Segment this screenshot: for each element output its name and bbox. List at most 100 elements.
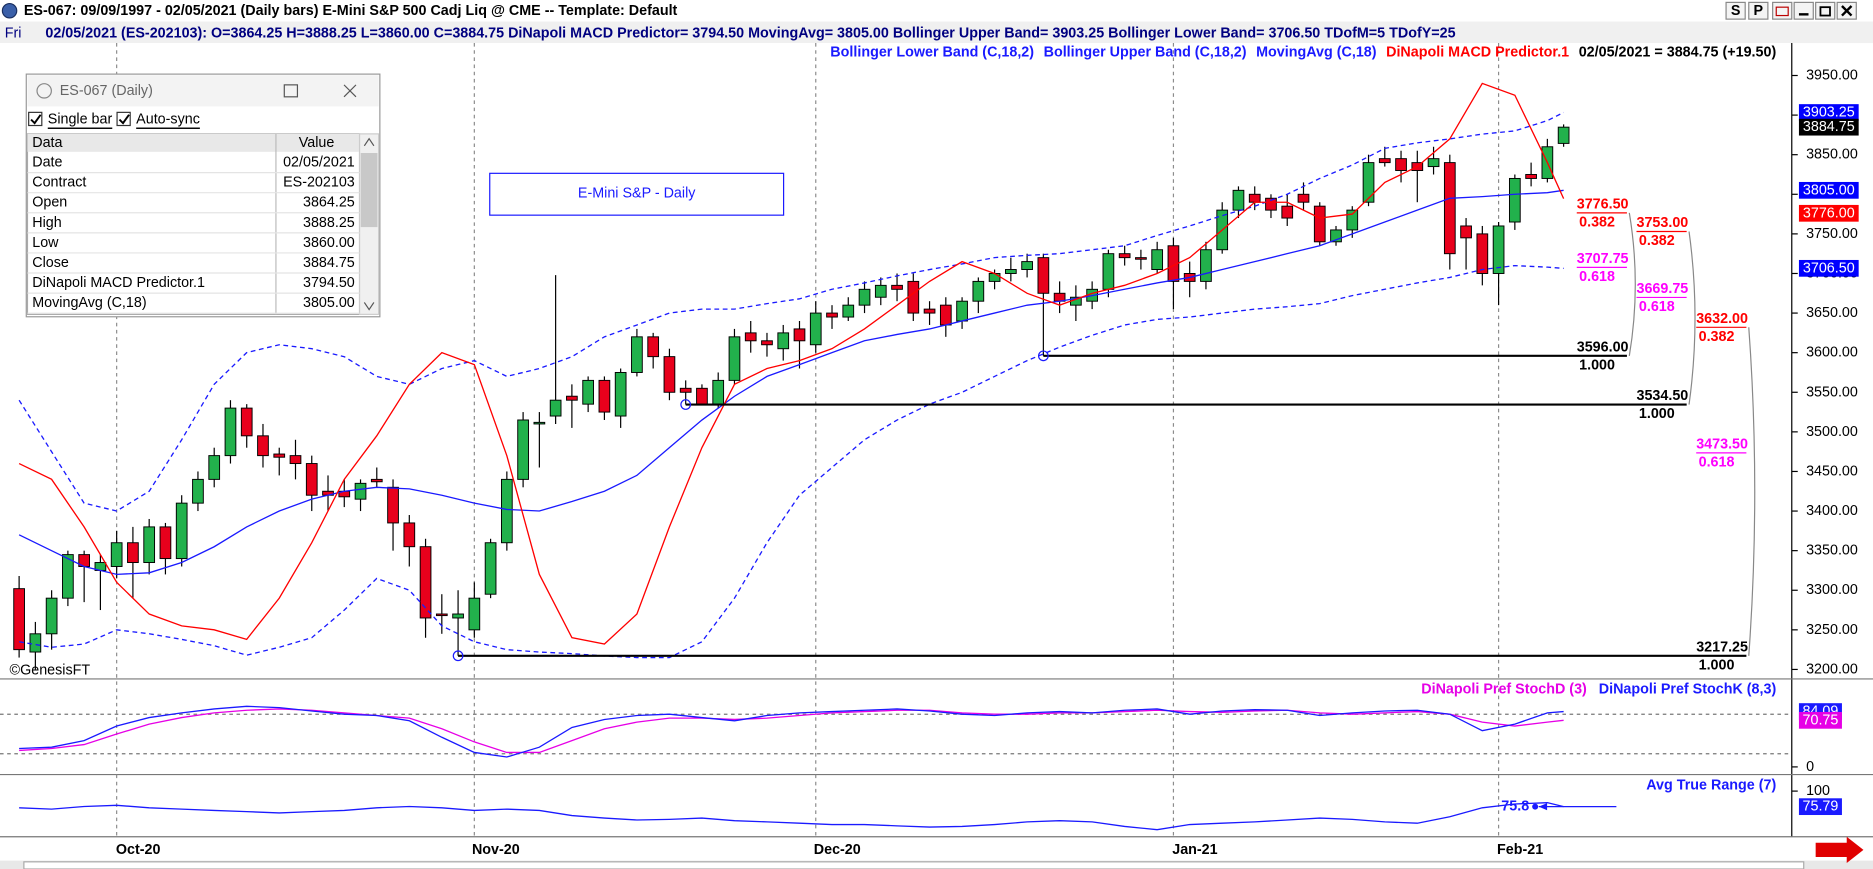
candle-body [874,284,887,298]
candle-body [208,455,221,480]
y-tick-label: 3550.00 [1806,384,1858,400]
column-header: Value [299,135,335,151]
candle-body [631,336,643,373]
retracement-price: 3707.75 [1577,251,1629,267]
checkbox[interactable] [116,111,131,127]
column-header: Data [32,135,62,151]
scroll-right-arrow[interactable] [1815,836,1864,864]
row-label: Date [32,155,62,171]
retracement-price: 3217.25 [1696,639,1748,655]
restore-button[interactable] [1815,1,1836,20]
candle-body [939,304,952,326]
candle-body [582,379,594,405]
candle-body [1232,189,1245,211]
candle-body [744,332,757,342]
retracement-ratio: 0.382 [1699,329,1735,345]
candle-body [370,478,383,483]
scroll-down[interactable] [363,302,375,311]
price-box [1798,259,1859,277]
candle-body [712,379,725,405]
candle-body [696,387,708,405]
candle-body [679,387,692,393]
retracement-ratio: 1.000 [1639,406,1675,422]
status-day: Fri [5,25,22,41]
candle-body [127,542,139,564]
candle-body [614,371,627,417]
candle-body [988,273,1001,282]
toolbar-button[interactable] [1725,1,1746,20]
atr-marker-label: 75.8 [1501,799,1529,815]
pivot-marker [680,399,692,410]
status-text: 02/05/2021 (ES-202103): O=3864.25 H=3888… [45,25,1455,41]
row-value: 02/05/2021 [283,155,355,171]
candle-body [1557,126,1570,144]
data-window[interactable]: ES-067 (Daily) Single bar Auto-sync Data Va… [25,73,381,318]
candle-body [1492,225,1505,274]
candle-body [224,407,237,457]
candle-body [1102,253,1115,290]
candle-body [110,542,123,567]
stoch-line [19,708,1564,754]
close-button[interactable] [343,84,357,98]
row-label: Open [32,195,67,211]
checkbox-label[interactable]: Single bar [48,112,113,128]
candle-body [175,502,188,560]
legend-entry: Bollinger Upper Band (C,18,2) [1044,45,1247,61]
last-bar-label: 02/05/2021 = 3884.75 (+19.50) [1579,45,1777,61]
candle-body [598,379,611,413]
retracement-price: 3534.50 [1636,388,1688,404]
checkbox[interactable] [28,111,43,127]
y-tick-label: 3750.00 [1806,226,1858,242]
candle-body [1297,193,1310,203]
pivot-marker [452,650,464,662]
retracement-price: 3776.50 [1577,197,1629,213]
candle-body [1476,233,1489,274]
status-bar [0,21,1873,44]
value-box-label: 75.79 [1803,799,1839,815]
overlay-line [19,264,1564,659]
candle-body [1118,253,1131,259]
scroll-thumb[interactable] [23,861,1805,869]
y-tick-label: 100 [1806,783,1830,799]
y-tick-label: 0 [1806,759,1814,775]
x-tick-label: Oct-20 [116,842,161,858]
toolbar-button[interactable] [1748,1,1769,20]
scroll-up[interactable] [363,137,375,147]
candle-body [1525,174,1537,179]
minimize-button[interactable] [1793,1,1814,20]
candle-body [305,463,318,496]
row-label: Contract [32,175,86,191]
title-bar [0,0,1873,22]
y-tick-label: 3300.00 [1806,582,1858,598]
y-tick-label: 3650.00 [1806,305,1858,321]
candle-body [1021,261,1033,270]
control-button[interactable] [1772,1,1793,20]
row-value: 3864.25 [303,195,355,211]
candle-body [29,633,42,653]
candle-body [891,284,903,290]
candle-body [647,336,660,358]
retracement-ratio: 0.382 [1639,233,1675,249]
candle-body [419,546,432,619]
checkbox-label[interactable]: Auto-sync [136,112,200,128]
candle-body [273,453,286,458]
candle-body [1362,162,1375,203]
candle-body [663,356,676,393]
window-title: ES-067: 09/09/1997 - 02/05/2021 (Daily b… [24,3,678,19]
retracement-ratio: 0.618 [1639,299,1675,315]
price-box-label: 3706.50 [1803,260,1855,276]
legend: Bollinger Lower Band (C,18,2) Bollinger U… [830,45,1776,61]
row-label: Close [32,255,69,271]
maximize-button[interactable] [283,84,299,98]
checkmark [118,114,130,125]
pivot-marker [1037,350,1049,362]
retracement-bracket [1688,231,1696,405]
row-value: ES-202103 [283,175,355,191]
retracement-price: 3753.00 [1636,215,1688,231]
candle-body [1443,162,1456,255]
data-table-frame [26,133,361,315]
y-tick-label: 3250.00 [1806,622,1858,638]
scroll-thumb[interactable] [360,153,378,228]
candle-body [387,486,399,524]
candle-body [1508,177,1521,223]
